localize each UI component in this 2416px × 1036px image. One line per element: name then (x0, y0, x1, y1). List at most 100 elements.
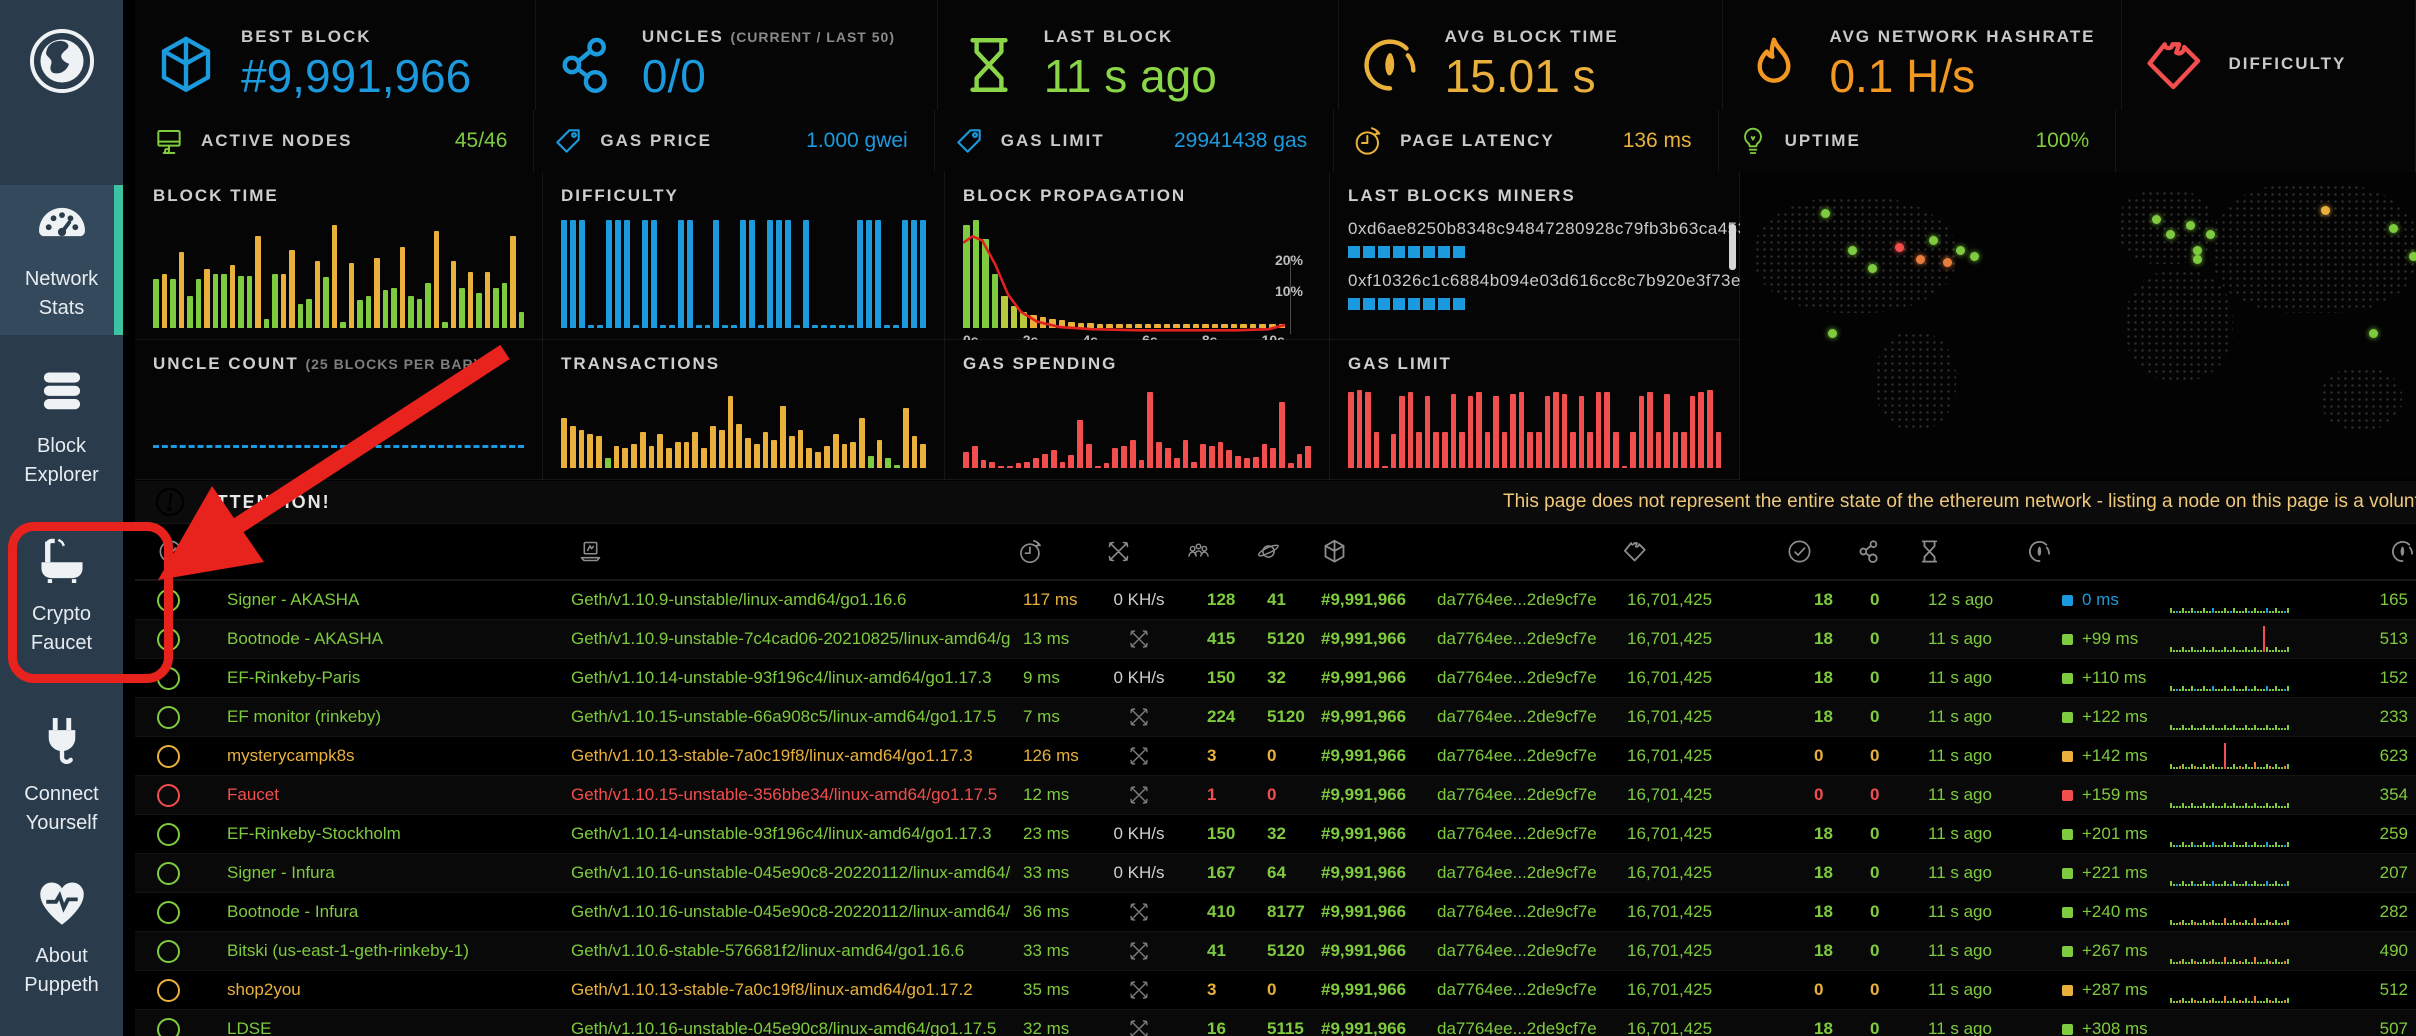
node-last-block: #9,991,966 (1321, 785, 1407, 804)
column-header-pending[interactable] (1249, 538, 1315, 565)
miners-scrollbar[interactable] (1729, 224, 1736, 270)
stat-avg-network-hashrate: AVG NETWORK HASHRATE 0.1 H/s (1723, 0, 2123, 131)
cell-peers: 224 (1179, 707, 1249, 727)
column-header-uncles[interactable] (1850, 538, 1910, 565)
node-row-ldse[interactable]: LDSE Geth/v1.10.16-unstable-045e90c8/linu… (135, 1009, 2416, 1036)
node-version: Geth/v1.10.16-unstable-045e90c8/linux-am… (571, 1019, 997, 1036)
node-last-block-time: 11 s ago (1928, 707, 1992, 726)
node-row-ef-rinkeby-stockholm[interactable]: EF-Rinkeby-Stockholm Geth/v1.10.14-unstab… (135, 814, 2416, 853)
column-header-tdiff[interactable] (1615, 538, 1780, 565)
cell-tdiff: 16,701,425 (1615, 785, 1780, 805)
column-header-lat[interactable] (1011, 538, 1099, 565)
cell-spark (2170, 817, 2340, 851)
sidebar-item-crypto-faucet[interactable]: Crypto Faucet (0, 521, 123, 669)
cell-lat: 23 ms (1011, 824, 1099, 844)
cell-prop: +159 ms (2020, 785, 2170, 805)
column-header-mining[interactable] (1099, 538, 1179, 565)
tag-icon (552, 125, 584, 157)
stat-value: 15.01 s (1444, 50, 1596, 102)
node-total-difficulty: 16,701,425 (1627, 746, 1713, 765)
cell-hash: da7764ee...2de9cf7e (1415, 629, 1615, 649)
cell-tdiff: 16,701,425 (1615, 863, 1780, 883)
stat-label: BEST BLOCK (241, 27, 372, 46)
stat-label: ACTIVE NODES (201, 131, 353, 150)
cell-spark (2170, 856, 2340, 890)
cell-avg: 513 (2340, 629, 2416, 649)
cell-block: #9,991,966 (1315, 707, 1415, 727)
cell-peers: 128 (1179, 590, 1249, 610)
node-row-signer-infura[interactable]: Signer - Infura Geth/v1.10.16-unstable-04… (135, 853, 2416, 892)
node-row-shop2you[interactable]: shop2you Geth/v1.10.13-stable-7a0c19f8/li… (135, 970, 2416, 1009)
cell-lat: 12 ms (1011, 785, 1099, 805)
sidebar-item-block-explorer[interactable]: Block Explorer (0, 353, 123, 501)
cell-peers: 1 (1179, 785, 1249, 805)
gauge-icon (2389, 538, 2416, 565)
node-block-hash: da7764ee...2de9cf7e (1437, 941, 1597, 960)
node-propagation-time: +267 ms (2082, 941, 2148, 960)
node-propagation-avg: 165 (2379, 590, 2408, 609)
column-header-avg[interactable] (2340, 538, 2416, 565)
cell-lat: 33 ms (1011, 941, 1099, 961)
node-hashrate: 0 KH/s (1113, 590, 1165, 609)
cell-peers: 167 (1179, 863, 1249, 883)
stat-value: 0.1 H/s (1829, 50, 1976, 102)
cell-uncles: 0 (1850, 668, 1910, 688)
propagation-history-sparkline (2170, 817, 2340, 851)
cell-block: #9,991,966 (1315, 746, 1415, 766)
cell-spark (2170, 661, 2340, 695)
miner-entry[interactable]: 0xf10326c1c6884b094e03d616cc8c7b920e3f73… (1348, 271, 1770, 310)
cell-time: 12 s ago (1910, 590, 2020, 610)
node-version: Geth/v1.10.16-unstable-045e90c8-20220112… (571, 863, 1011, 882)
node-row-faucet[interactable]: Faucet Geth/v1.10.15-unstable-356bbe34/li… (135, 775, 2416, 814)
cell-block: #9,991,966 (1315, 941, 1415, 961)
cell-time: 11 s ago (1910, 746, 2020, 766)
cell-mining (1099, 978, 1179, 1002)
sidebar-item-label: Network Stats (24, 268, 99, 319)
node-row-mysterycampk8s[interactable]: mysterycampk8s Geth/v1.10.13-stable-7a0c1… (135, 736, 2416, 775)
cell-uncles: 0 (1850, 902, 1910, 922)
stat-value: 136 ms (1622, 129, 1692, 152)
node-row-ef-rinkeby-paris[interactable]: EF-Rinkeby-Paris Geth/v1.10.14-unstable-9… (135, 658, 2416, 697)
node-peers: 415 (1207, 629, 1236, 648)
stat-label: DIFFICULTY (2228, 54, 2347, 73)
sidebar-item-label: About Puppeth (24, 945, 99, 996)
sidebar-item-connect-yourself[interactable]: Connect Yourself (0, 701, 123, 849)
sidebar-item-network-stats[interactable]: Network Stats (0, 185, 123, 335)
column-header-ver[interactable] (571, 538, 1011, 565)
column-header-peers[interactable] (1179, 538, 1249, 565)
nodes-table-header (135, 524, 2416, 580)
node-last-block: #9,991,966 (1321, 1019, 1407, 1036)
cell-mining: 0 KH/s (1099, 863, 1179, 883)
node-location-dot (1821, 208, 1831, 218)
node-status-icon (157, 861, 180, 885)
node-row-ef-monitor-rinkeby-[interactable]: EF monitor (rinkeby) Geth/v1.10.15-unstab… (135, 697, 2416, 736)
column-header-block[interactable] (1315, 538, 1415, 565)
column-header-name[interactable] (201, 538, 571, 565)
node-row-signer-akasha[interactable]: Signer - AKASHA Geth/v1.10.9-unstable/lin… (135, 580, 2416, 619)
gas-limit-chart: GAS LIMIT (1330, 340, 1740, 480)
globe-icon (28, 27, 96, 95)
sidebar-item-home[interactable] (0, 0, 123, 122)
node-total-difficulty: 16,701,425 (1627, 707, 1713, 726)
cell-pending: 0 (1249, 746, 1315, 766)
node-row-bootnode-infura[interactable]: Bootnode - Infura Geth/v1.10.16-unstable-… (135, 892, 2416, 931)
column-header-txs[interactable] (1780, 538, 1850, 565)
chart-title: TRANSACTIONS (561, 354, 721, 373)
cell-prop: +99 ms (2020, 629, 2170, 649)
sidebar-item-about-puppeth[interactable]: About Puppeth (0, 863, 123, 1011)
node-row-bootnode-akasha[interactable]: Bootnode - AKASHA Geth/v1.10.9-unstable-7… (135, 619, 2416, 658)
propagation-indicator (2062, 712, 2073, 723)
cell-lat: 32 ms (1011, 1019, 1099, 1036)
stat-last-block: LAST BLOCK 11 s ago (937, 0, 1339, 131)
miner-entry[interactable]: 0xd6ae8250b8348c94847280928c79fb3b63ca45… (1348, 219, 1777, 258)
cell-spark (2170, 1012, 2340, 1036)
cell-name: EF monitor (rinkeby) (201, 707, 571, 727)
propagation-history-sparkline (2170, 622, 2340, 656)
column-header-time[interactable] (1910, 538, 2020, 565)
cell-tdiff: 16,701,425 (1615, 902, 1780, 922)
node-row-bitski-us-east-1-geth-rinkeby-1-[interactable]: Bitski (us-east-1-geth-rinkeby-1) Geth/v1… (135, 931, 2416, 970)
chart-title: BLOCK TIME (153, 186, 279, 205)
column-header-prop[interactable] (2020, 538, 2170, 565)
stat-page-latency: PAGE LATENCY 136 ms (1334, 110, 1719, 173)
chart-title: GAS SPENDING (963, 354, 1118, 373)
